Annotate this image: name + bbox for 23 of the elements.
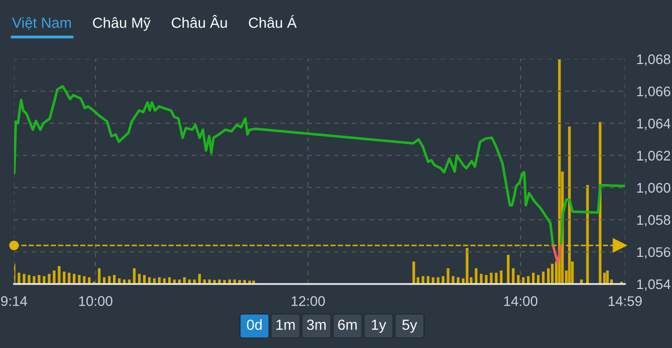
y-tick-label: 1,054	[637, 279, 670, 291]
y-tick-label: 1,060	[637, 182, 670, 194]
x-tick-label: 12:00	[292, 296, 325, 306]
y-tick-label: 1,066	[637, 86, 670, 98]
text: Việt Nam	[12, 17, 71, 30]
y-tick-label: 1,062	[637, 150, 670, 162]
y-tick-label: 1,056	[637, 247, 670, 259]
text: 0d	[246, 319, 262, 330]
text: 6m	[338, 320, 357, 330]
y-tick-label: 1,064	[637, 118, 670, 130]
text: Châu Á	[248, 15, 297, 28]
text: 1y	[372, 320, 386, 333]
x-tick-label: 14:59	[608, 296, 642, 306]
text: 3m	[306, 320, 326, 330]
text: Châu Âu	[172, 15, 227, 28]
x-tick-label: 14:00	[504, 296, 538, 306]
text: Châu Mỹ	[92, 17, 151, 31]
text: 5y	[402, 320, 418, 333]
y-tick-label: 1,068	[637, 54, 670, 66]
x-tick-label: 10:00	[79, 296, 112, 306]
text: 1m	[276, 320, 295, 330]
y-tick-label: 1,058	[637, 215, 670, 227]
x-tick-label: 9:14	[1, 296, 28, 306]
